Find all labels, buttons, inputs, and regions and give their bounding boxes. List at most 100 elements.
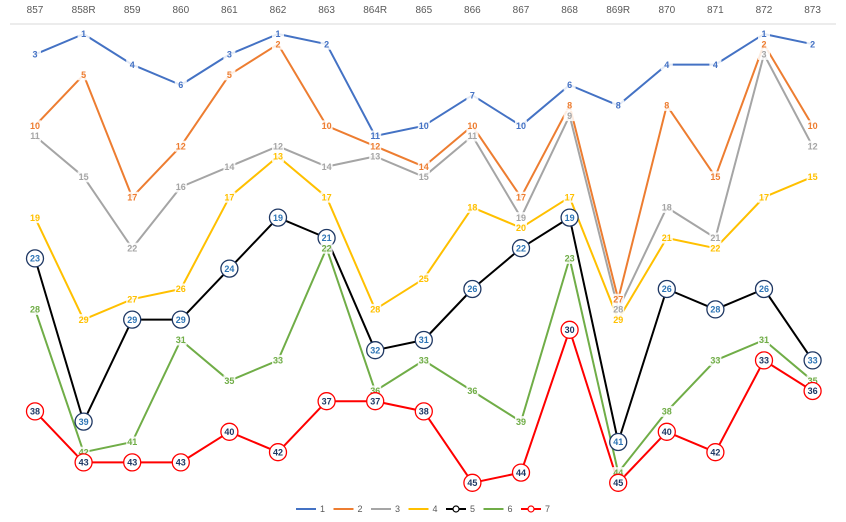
series-1-data-label: 4 (664, 60, 669, 70)
series-7-point-marker (220, 422, 239, 441)
series-5-point-marker (171, 310, 190, 329)
series-2-label-bg (806, 120, 819, 132)
series-7-data-label: 43 (79, 458, 89, 468)
series-5-point-marker (268, 208, 288, 227)
series-7-data-label: 45 (613, 478, 623, 488)
series-2-label-bg (709, 171, 722, 183)
series-5-point-marker (25, 249, 45, 268)
series-6-data-label: 31 (759, 335, 769, 345)
series-7-data-label: 37 (322, 396, 332, 406)
series-5-data-label: 41 (613, 437, 623, 447)
legend-item-4: 4 (408, 504, 438, 514)
series-5-data-label: 32 (370, 345, 380, 355)
series-6-label-bg (806, 375, 819, 387)
legend-label: 4 (433, 504, 438, 514)
series-1-data-label: 1 (81, 29, 86, 39)
series-2-label-bg (612, 293, 625, 305)
series-4-label-bg (174, 283, 187, 295)
series-6-data-label: 36 (467, 386, 477, 396)
series-4-label-bg (466, 201, 479, 213)
category-tick-label: 866 (464, 5, 481, 16)
legend-item-5: 5 (446, 504, 475, 514)
series-4-label-bg (77, 314, 90, 326)
series-3-data-label: 14 (322, 162, 332, 172)
series-1-data-label: 1 (275, 29, 280, 39)
series-1-label-bg (272, 28, 284, 40)
series-3-label-bg (417, 171, 430, 183)
series-4-label-bg (417, 273, 430, 285)
series-4-data-label: 18 (467, 203, 477, 213)
series-5-data-label: 26 (759, 284, 769, 294)
series-5-point-marker (511, 239, 531, 258)
series-4-label-bg (806, 171, 819, 183)
series-6-label-bg (369, 385, 382, 397)
series-6-data-label: 23 (565, 254, 575, 264)
legend-marker (527, 505, 535, 513)
series-4-data-label: 17 (322, 192, 332, 202)
series-2-data-label: 17 (516, 192, 526, 202)
category-tick-label: 864R (363, 5, 387, 16)
series-1-data-label: 4 (130, 60, 135, 70)
series-2-data-label: 8 (567, 101, 572, 111)
series-4-label-bg (223, 191, 236, 203)
series-6-label-bg (174, 334, 187, 346)
series-6-data-label: 33 (273, 356, 283, 366)
series-7-data-label: 36 (808, 386, 818, 396)
series-7-point-marker (609, 473, 628, 492)
series-6-label-bg (272, 354, 284, 366)
series-3-label-bg (563, 110, 576, 122)
series-2-data-label: 12 (370, 141, 380, 151)
series-7-point-marker (171, 453, 190, 472)
series-2-label-bg (272, 38, 284, 50)
legend-item-3: 3 (371, 504, 400, 514)
series-6-label-bg (660, 405, 673, 417)
series-5-data-label: 28 (710, 305, 720, 315)
category-axis: 857 858R 859 860 861 862 863 864R 865 866 867 868 86… (10, 5, 836, 25)
series-4-label-bg (272, 150, 284, 162)
series-4-data-label: 25 (419, 274, 429, 284)
legend: 1 2 3 4 5 6 7 (296, 504, 550, 514)
series-2-data-label: 10 (322, 121, 332, 131)
series-7-point-marker (706, 443, 725, 462)
legend-label: 6 (508, 504, 513, 514)
series-6-data-label: 35 (224, 376, 234, 386)
series-2-data-label: 10 (467, 121, 477, 131)
series-4-data-label: 27 (127, 294, 137, 304)
series-3-data-label: 21 (710, 233, 720, 243)
series-6-data-label: 42 (79, 447, 89, 457)
series-7-point-marker (657, 422, 676, 441)
series-3-data-label: 12 (808, 141, 818, 151)
series-6-data-label: 41 (127, 437, 137, 447)
series-3-data-label: 18 (662, 203, 672, 213)
series-5-data-label: 23 (30, 254, 40, 264)
series-7-data-label: 43 (176, 458, 186, 468)
series-7-data-label: 33 (759, 356, 769, 366)
series-6-data-label: 28 (30, 305, 40, 315)
series-2-label-bg (320, 120, 333, 132)
series-3-label-bg (320, 161, 333, 173)
series-3-data-label: 19 (516, 213, 526, 223)
series-1-data-label: 10 (419, 121, 429, 131)
series-6-data-label: 38 (662, 407, 672, 417)
series-3-label-bg (515, 212, 527, 224)
series-1-data-label: 8 (616, 101, 621, 111)
series-2-label-bg (126, 191, 139, 203)
series-6-label-bg (223, 375, 236, 387)
legend-label: 3 (395, 504, 400, 514)
category-tick-label: 861 (221, 5, 238, 16)
series-5-point-marker (657, 279, 676, 299)
series-2-label-bg (466, 120, 479, 132)
series-5-point-marker (366, 341, 385, 360)
series-3-data-label: 9 (567, 111, 572, 121)
series-1-label-bg (29, 48, 41, 60)
series-7-data-label: 42 (710, 447, 720, 457)
series-2-label-bg (369, 140, 382, 152)
series-5-data-label: 33 (808, 356, 818, 366)
series-2-data-label: 8 (664, 101, 669, 111)
series-2-data-label: 5 (81, 70, 86, 80)
series-6-label-bg (126, 436, 139, 448)
legend-label: 5 (470, 504, 475, 514)
series-6-data-label: 39 (516, 417, 526, 427)
series-3-data-label: 22 (127, 243, 137, 253)
series-4-data-label: 19 (30, 213, 40, 223)
